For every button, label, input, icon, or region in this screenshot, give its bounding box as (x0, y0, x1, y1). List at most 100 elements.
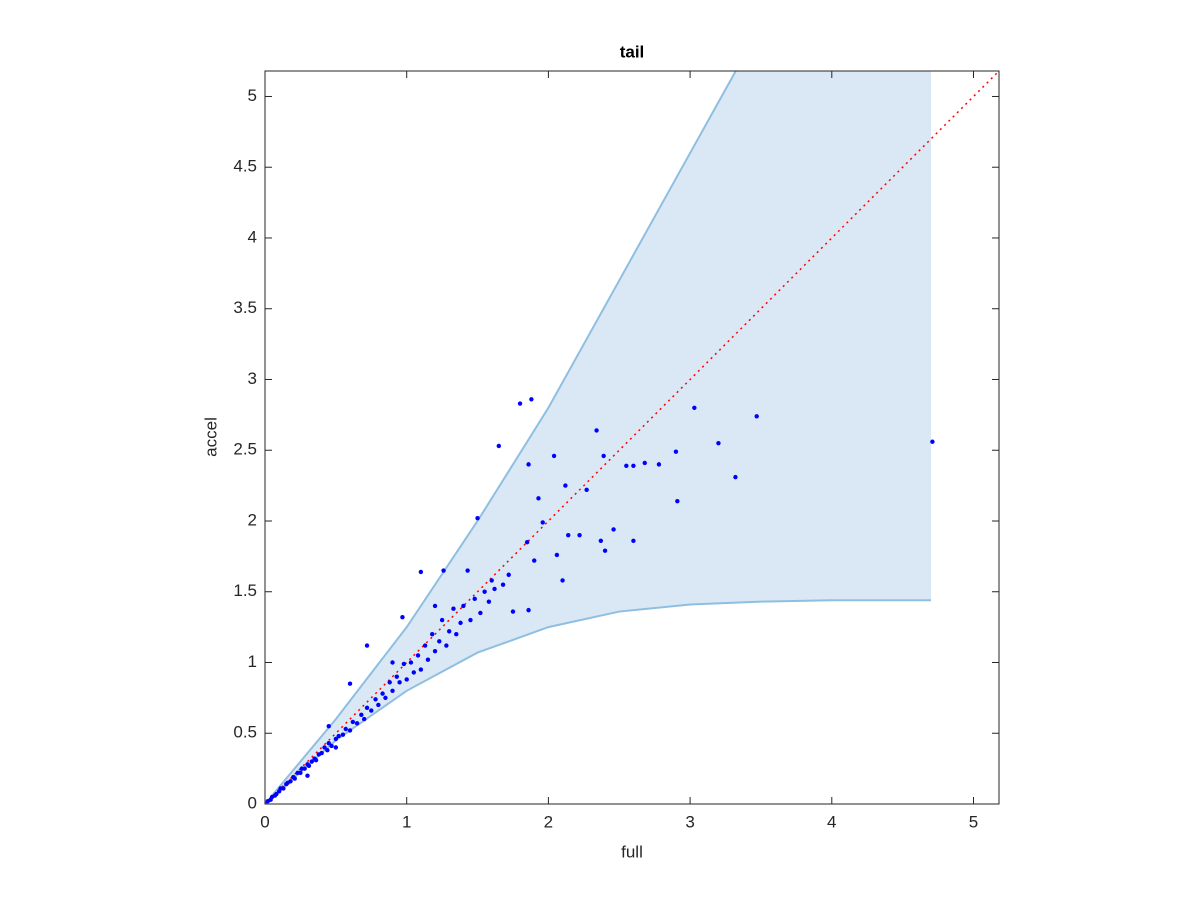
axes-box (264, 70, 1000, 805)
scatter-point (432, 603, 438, 609)
scatter-point (343, 726, 348, 732)
scatter-point (754, 414, 759, 419)
scatter-point (376, 702, 381, 708)
scatter-point (594, 428, 599, 433)
scatter-point (656, 462, 662, 467)
scatter-point (292, 776, 297, 781)
scatter-point (475, 515, 480, 521)
scatter-point (347, 728, 353, 733)
scatter-point (437, 639, 442, 644)
scatter-point (624, 463, 629, 469)
y-tick-label: 4.5 (233, 157, 257, 176)
x-tick-label: 2 (544, 812, 553, 831)
scatter-point (364, 705, 370, 710)
scatter-point (347, 681, 353, 686)
y-tick-label: 2.5 (233, 440, 257, 459)
scatter-point (364, 643, 370, 648)
x-tick-label: 5 (969, 812, 978, 831)
x-axis-label: full (621, 842, 643, 861)
scatter-point (359, 712, 364, 718)
scatter-point (517, 401, 523, 406)
scatter-point (601, 453, 606, 459)
scatter-point (554, 552, 560, 558)
scatter-point (319, 750, 324, 756)
scatter-point (354, 721, 360, 726)
scatter-point (506, 572, 511, 577)
x-tick-label: 0 (260, 812, 269, 831)
scatter-point (408, 660, 414, 665)
scatter-point (425, 657, 431, 662)
scatter-point (309, 759, 314, 764)
scatter-point (340, 732, 346, 737)
confidence-band (265, 71, 931, 804)
scatter-point (486, 599, 492, 604)
chart-title: tail (620, 42, 645, 61)
x-tick-label: 4 (827, 812, 836, 831)
scatter-point (692, 405, 697, 410)
axes: 0 1 2 3 4 5 0 0.5 1 1.5 2 2.5 3 3.5 4 4.5 5 (233, 70, 1000, 831)
y-tick-label: 3 (248, 369, 257, 388)
scatter-point (401, 661, 407, 667)
scatter-point (390, 660, 395, 665)
scatter-point (472, 596, 477, 602)
scatter-point (439, 617, 445, 623)
y-tick-label: 0.5 (233, 723, 257, 742)
scatter-point (306, 763, 312, 768)
scatter-point (526, 462, 531, 467)
scatter-point (529, 397, 534, 402)
band-upper-edge (265, 71, 737, 804)
scatter-point (390, 688, 395, 693)
scatter-point (441, 568, 446, 573)
scatter-point (492, 586, 497, 592)
scatter-point (336, 733, 341, 739)
scatter-point (733, 474, 738, 480)
scatter-point (298, 770, 303, 776)
scatter-point (454, 631, 459, 637)
band-lower-edge (265, 599, 931, 804)
scatter-point (329, 743, 334, 749)
y-tick-label: 0 (248, 793, 257, 812)
scatter-point (422, 643, 428, 648)
scatter-point (313, 757, 319, 763)
y-tick-label: 1 (248, 652, 257, 671)
scatter-point (387, 680, 392, 685)
y-tick-label: 1.5 (233, 581, 257, 600)
scatter-point (333, 736, 339, 742)
scatter-point (468, 617, 473, 623)
scatter-point (373, 697, 378, 702)
scatter-point (631, 538, 636, 543)
y-axis-label: accel (201, 417, 220, 457)
y-tick-label: 2 (248, 510, 257, 529)
scatter-point (526, 607, 531, 613)
scatter-point (325, 748, 330, 753)
scatter-point (478, 610, 483, 616)
scatter-point (461, 603, 466, 609)
reference-line (265, 71, 999, 804)
scatter-point (361, 716, 367, 722)
scatter-point (350, 719, 356, 725)
scatter-point (536, 496, 541, 501)
scatter-point (281, 786, 286, 791)
scatter-point (496, 443, 502, 449)
scatter-point (458, 620, 463, 626)
scatter-point (540, 520, 545, 525)
scatter-point (631, 463, 636, 469)
x-tick-label: 3 (685, 812, 694, 831)
scatter-point (675, 498, 680, 504)
scatter-point (302, 766, 307, 771)
scatter-point (430, 631, 435, 637)
scatter-point (369, 708, 374, 713)
scatter-point (305, 773, 310, 778)
scatter-point (322, 745, 327, 750)
scatter-point (418, 667, 424, 672)
scatter-point (432, 648, 438, 654)
scatter-point (451, 606, 456, 611)
scatter-point (500, 582, 506, 587)
scatter-point (418, 569, 424, 575)
plot-area (265, 71, 999, 804)
scatter-point (602, 548, 608, 553)
scatter-point (411, 670, 416, 675)
scatter-point (551, 453, 557, 459)
scatter-point (394, 674, 399, 679)
